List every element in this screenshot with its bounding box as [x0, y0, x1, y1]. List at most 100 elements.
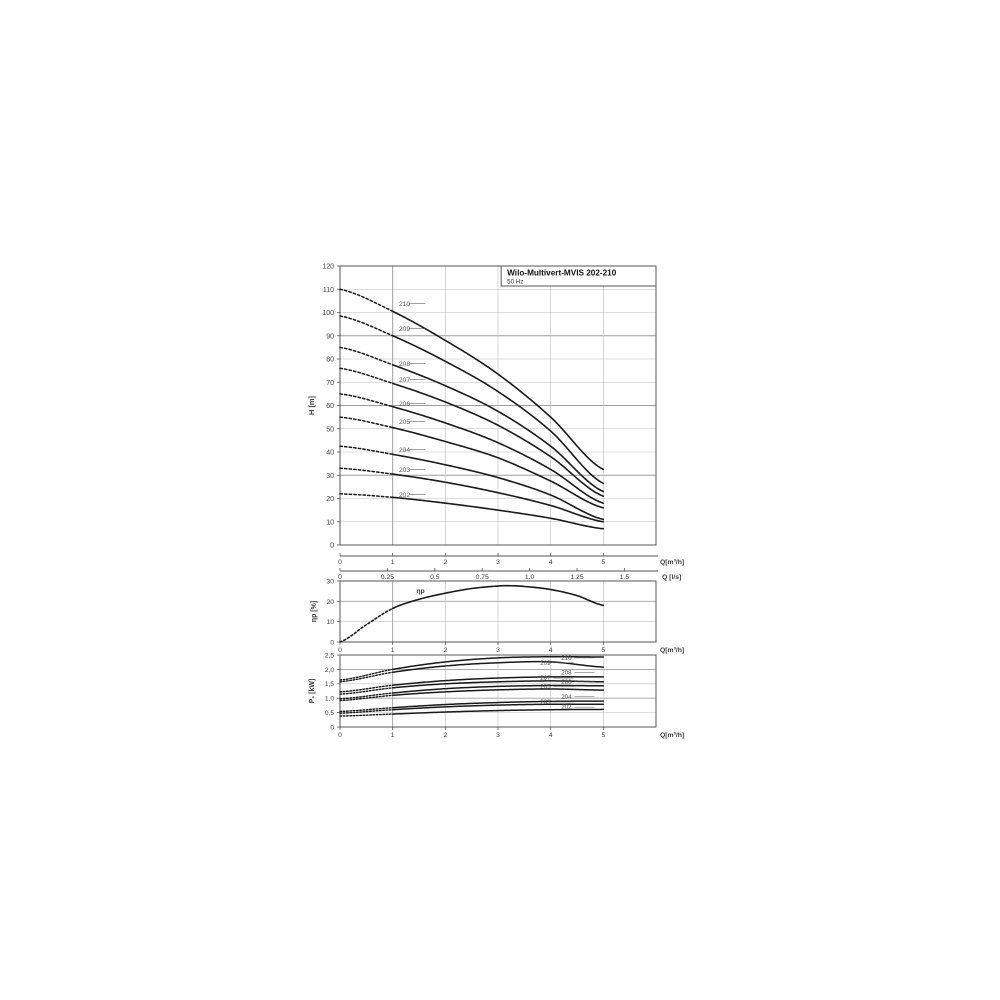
head-ytick-label: 20 [326, 496, 334, 503]
eta-ytick-label: 0 [330, 640, 334, 647]
eta-xtick-label: 5 [601, 647, 605, 654]
power-curve-203 [391, 703, 605, 711]
head-curve-dashed-208 [339, 346, 394, 366]
power-curve-label-208: 208 [561, 670, 572, 677]
power-ytick-label: 2,5 [325, 652, 334, 659]
head-ytick-label: 70 [326, 380, 334, 387]
head-curve-dashed-203 [339, 467, 394, 475]
eta-xtick-label: 3 [496, 647, 500, 654]
head-curve-202 [391, 496, 605, 530]
head-curve-label-208: 208 [399, 361, 410, 368]
power-curve-label-203: 203 [540, 699, 551, 706]
head-curve-210 [391, 310, 605, 471]
head-curve-label-210: 210 [399, 301, 410, 308]
power-curve-dashed-208 [339, 684, 394, 693]
power-curve-dashed-203 [339, 709, 394, 714]
power-xtick-label: 3 [496, 732, 500, 739]
head-curve-206 [391, 405, 605, 504]
power-curve-label-205: 205 [540, 683, 551, 690]
power-curve-label-210: 210 [561, 655, 572, 662]
power-xtick-label: 0 [338, 732, 342, 739]
power-curve-dashed-210 [339, 668, 394, 681]
power-ytick-label: 0,5 [325, 710, 334, 717]
eta-curve-label: ηp [416, 588, 424, 595]
power-curve-202 [391, 708, 605, 715]
head-x-axis-primary: 0 1 2 3 4 5 Q[m³/h] [338, 553, 684, 566]
xtick-label-primary: 3 [496, 559, 500, 566]
head-curve-label-209: 209 [399, 326, 410, 333]
head-ytick-label: 0 [330, 543, 334, 550]
power-ytick-label: 0 [330, 724, 334, 731]
head-curve-dashed-209 [339, 315, 394, 337]
xtick-label-secondary: 1.0 [525, 574, 535, 581]
head-curve-203 [391, 473, 605, 523]
chart-title-text: Wilo-Multivert-MVIS 202-210 [507, 269, 617, 278]
xtick-label-primary: 1 [391, 559, 395, 566]
head-axis-y-title: H [m] [307, 396, 316, 415]
xtick-label-secondary: 0 [338, 574, 342, 581]
power-curve-label-202: 202 [561, 704, 572, 711]
head-curve-dashed-204 [339, 445, 394, 456]
head-ytick-label: 110 [323, 287, 334, 294]
eta-xtick-label: 4 [549, 647, 553, 654]
power-ytick-label: 1,5 [325, 681, 334, 688]
xtick-label-primary: 5 [601, 559, 605, 566]
xaxis-title-secondary: Q [l/s] [662, 574, 681, 581]
xtick-label-secondary: 0.75 [476, 574, 489, 581]
power-curve-dashed-205 [339, 694, 394, 702]
power-xaxis-title: Q[m³/h] [660, 732, 684, 739]
head-curve-208 [391, 364, 605, 493]
power-curve-210 [391, 655, 605, 671]
power-curve-dashed-204 [339, 707, 394, 713]
head-ytick-label: 100 [322, 310, 334, 317]
head-x-axis-secondary: 0 0.25 0.5 0.75 1.0 1.25 1.5 Q [l/s] [338, 568, 681, 581]
eta-ytick-label: 20 [326, 599, 334, 606]
power-x-axis: 0 1 2 3 4 5 Q[m³/h] [338, 727, 684, 739]
power-chart-panel: 0 0,5 1,0 1,5 2,0 2,5 P₁ [kW] 210 209 208 207 206 20… [309, 652, 657, 731]
xaxis-title-primary: Q[m³/h] [660, 559, 684, 566]
head-curve-205 [391, 426, 605, 509]
power-curve-label-209: 209 [540, 660, 551, 667]
power-curve-207 [391, 680, 605, 689]
power-curve-label-204: 204 [561, 694, 572, 701]
eta-ytick-label: 30 [326, 579, 334, 586]
power-curve-dashed-209 [339, 671, 394, 683]
xtick-label-primary: 0 [338, 559, 342, 566]
eta-x-axis: 0 1 2 3 4 5 Q[m³/h] [338, 642, 684, 654]
head-ytick-label: 60 [326, 403, 334, 410]
xtick-label-secondary: 0.25 [381, 574, 394, 581]
power-xtick-label: 1 [391, 732, 395, 739]
power-ytick-label: 2,0 [325, 667, 334, 674]
head-ytick-label: 90 [326, 333, 334, 340]
xtick-label-primary: 2 [443, 559, 447, 566]
head-curve-209 [391, 334, 605, 485]
power-curve-204 [391, 700, 605, 709]
power-xtick-label: 2 [443, 732, 447, 739]
head-ytick-label: 120 [322, 264, 334, 271]
eta-curve-dashed [339, 607, 394, 643]
head-ytick-label: 80 [326, 357, 334, 364]
xtick-label-secondary: 0.5 [430, 574, 440, 581]
eta-xaxis-title: Q[m³/h] [660, 647, 684, 654]
power-axis-y-title: P₁ [kW] [309, 679, 316, 704]
head-curve-204 [391, 453, 605, 521]
power-curve-label-206: 206 [561, 679, 572, 686]
efficiency-chart-panel: 0 10 20 30 ηp [%] ηp [311, 579, 657, 647]
head-curve-dashed-206 [339, 393, 394, 408]
eta-ytick-label: 10 [326, 619, 334, 626]
head-curve-label-203: 203 [399, 467, 410, 474]
xtick-label-secondary: 1.25 [570, 574, 583, 581]
xtick-label-secondary: 1.5 [620, 574, 630, 581]
power-curve-label-207: 207 [540, 675, 551, 682]
eta-curve [391, 584, 605, 610]
head-chart-panel: 0 10 20 30 40 50 60 70 80 90 100 110 120 H [m] Wilo-Mu… [307, 264, 657, 550]
head-curve-207 [391, 382, 605, 497]
power-curve-206 [391, 684, 605, 694]
head-ytick-label: 30 [326, 473, 334, 480]
power-ytick-label: 1,0 [325, 696, 334, 703]
power-xtick-label: 4 [549, 732, 553, 739]
head-curve-dashed-210 [339, 288, 394, 313]
head-curve-dashed-202 [339, 493, 394, 499]
head-curve-label-204: 204 [399, 447, 410, 454]
